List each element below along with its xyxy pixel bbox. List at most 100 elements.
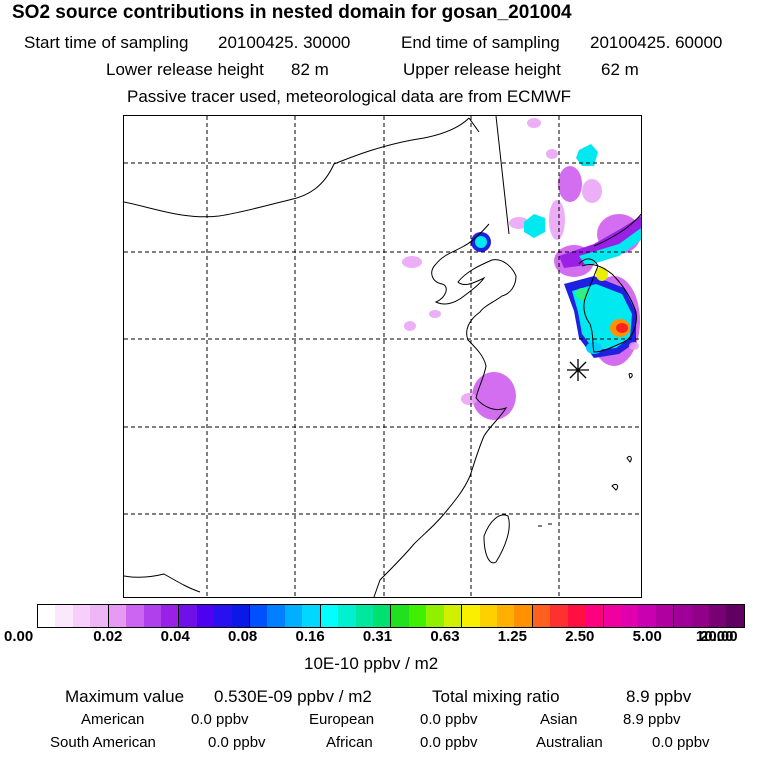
plume-faint bbox=[429, 310, 441, 318]
plume-yellow-spot bbox=[596, 267, 608, 281]
colorbar-swatch bbox=[160, 605, 180, 627]
colorbar-swatch bbox=[550, 605, 568, 627]
plume-cyan-spot bbox=[475, 236, 487, 248]
coastline bbox=[611, 483, 619, 491]
colorbar-swatch bbox=[655, 605, 675, 627]
start-time-value: 20100425. 30000 bbox=[218, 33, 351, 52]
max-value: 0.530E-09 ppbv / m2 bbox=[214, 687, 372, 706]
plume-cyan-spot bbox=[524, 214, 545, 238]
region-name: Australian bbox=[536, 734, 603, 751]
colorbar-tick-label: 1.25 bbox=[497, 628, 527, 645]
coastline bbox=[468, 117, 480, 133]
colorbar-swatch bbox=[231, 605, 251, 627]
colorbar-tick-label: 0.63 bbox=[430, 628, 460, 645]
colorbar-tick-label: 0.02 bbox=[93, 628, 123, 645]
colorbar-tick-label: 0.04 bbox=[160, 628, 190, 645]
coastline bbox=[578, 258, 637, 353]
colorbar-swatch bbox=[196, 605, 215, 627]
colorbar-tick-label: 5.00 bbox=[632, 628, 662, 645]
plume-faint bbox=[527, 118, 541, 128]
coastline bbox=[593, 213, 641, 247]
total-mixing-value: 8.9 ppbv bbox=[626, 687, 692, 706]
colorbar-tick-label: 0.31 bbox=[362, 628, 393, 645]
region-name: American bbox=[81, 711, 145, 728]
colorbar-swatch bbox=[479, 605, 497, 627]
receptor-asterisk-icon bbox=[567, 359, 589, 381]
max-value-label: Maximum value bbox=[65, 687, 185, 706]
colorbar bbox=[37, 604, 745, 628]
colorbar-swatch bbox=[55, 605, 73, 627]
colorbar-swatch bbox=[514, 605, 533, 627]
colorbar-swatch bbox=[620, 605, 639, 627]
colorbar-swatch bbox=[108, 605, 127, 627]
region-name: European bbox=[309, 711, 375, 728]
colorbar-swatch bbox=[603, 605, 621, 627]
colorbar-tick-label: 2.50 bbox=[565, 628, 595, 645]
end-time-label: End time of sampling bbox=[401, 33, 560, 52]
lower-height-label: Lower release height bbox=[106, 60, 264, 79]
coastline bbox=[124, 573, 201, 593]
colorbar-swatch bbox=[143, 605, 161, 627]
coastline bbox=[628, 373, 633, 379]
colorbar-swatch bbox=[267, 605, 285, 627]
coastline bbox=[124, 117, 470, 218]
plume-aqua-spot bbox=[586, 342, 602, 354]
colorbar-swatch bbox=[72, 605, 91, 627]
colorbar-swatch bbox=[355, 605, 374, 627]
map-panel bbox=[123, 115, 642, 598]
plume-cyan-spot bbox=[576, 144, 598, 166]
plume-cyan-band bbox=[579, 228, 641, 266]
plume-layer bbox=[402, 118, 641, 420]
region-value: 0.0 ppbv bbox=[652, 734, 710, 751]
coastline bbox=[373, 223, 517, 597]
colorbar-swatch bbox=[443, 605, 463, 627]
coastline bbox=[626, 455, 632, 463]
colorbar-tick-label: 20.00 bbox=[700, 628, 738, 645]
colorbar-tick-label: 0.08 bbox=[228, 628, 258, 645]
total-mixing-label: Total mixing ratio bbox=[432, 687, 560, 706]
colorbar-swatch bbox=[302, 605, 321, 627]
upper-height-value: 62 m bbox=[601, 60, 639, 79]
tracer-note: Passive tracer used, meteorological data… bbox=[127, 87, 572, 106]
lower-height-value: 82 m bbox=[291, 60, 329, 79]
colorbar-swatch bbox=[179, 605, 197, 627]
colorbar-swatch bbox=[391, 605, 409, 627]
region-value: 8.9 ppbv bbox=[623, 711, 681, 728]
plume-faint bbox=[549, 200, 565, 240]
region-name: Asian bbox=[540, 711, 578, 728]
colorbar-swatch bbox=[426, 605, 444, 627]
coastline bbox=[538, 523, 552, 527]
end-time-value: 20100425. 60000 bbox=[590, 33, 723, 52]
colorbar-swatch bbox=[408, 605, 427, 627]
colorbar-tick-label: 0.16 bbox=[295, 628, 325, 645]
colorbar-unit: 10E-10 ppbv / m2 bbox=[304, 654, 439, 673]
region-value: 0.0 ppbv bbox=[420, 734, 478, 751]
upper-height-label: Upper release height bbox=[403, 60, 561, 79]
plume-red-spot bbox=[616, 323, 628, 333]
colorbar-swatch bbox=[373, 605, 392, 627]
coastline-layer bbox=[124, 116, 641, 597]
colorbar-swatch bbox=[320, 605, 339, 627]
colorbar-tick-label: 0.00 bbox=[4, 628, 34, 645]
coastline bbox=[483, 514, 510, 564]
colorbar-swatch bbox=[126, 605, 144, 627]
colorbar-swatch bbox=[567, 605, 586, 627]
colorbar-swatch bbox=[709, 605, 727, 627]
grid-layer bbox=[124, 116, 641, 597]
plume-light bbox=[558, 166, 582, 202]
colorbar-swatch bbox=[691, 605, 710, 627]
plume-green-spot bbox=[576, 288, 588, 300]
plume-faint bbox=[404, 321, 416, 331]
page-title: SO2 source contributions in nested domai… bbox=[12, 2, 572, 23]
colorbar-swatch bbox=[674, 605, 692, 627]
plume-faint bbox=[461, 393, 477, 405]
plume-faint bbox=[582, 179, 602, 203]
colorbar-swatch bbox=[585, 605, 604, 627]
colorbar-swatch bbox=[532, 605, 551, 627]
plume-faint bbox=[402, 256, 422, 268]
start-time-label: Start time of sampling bbox=[24, 33, 189, 52]
plume-faint bbox=[546, 149, 558, 159]
plume-faint bbox=[629, 342, 639, 350]
colorbar-swatch bbox=[496, 605, 515, 627]
coastline bbox=[495, 116, 510, 235]
